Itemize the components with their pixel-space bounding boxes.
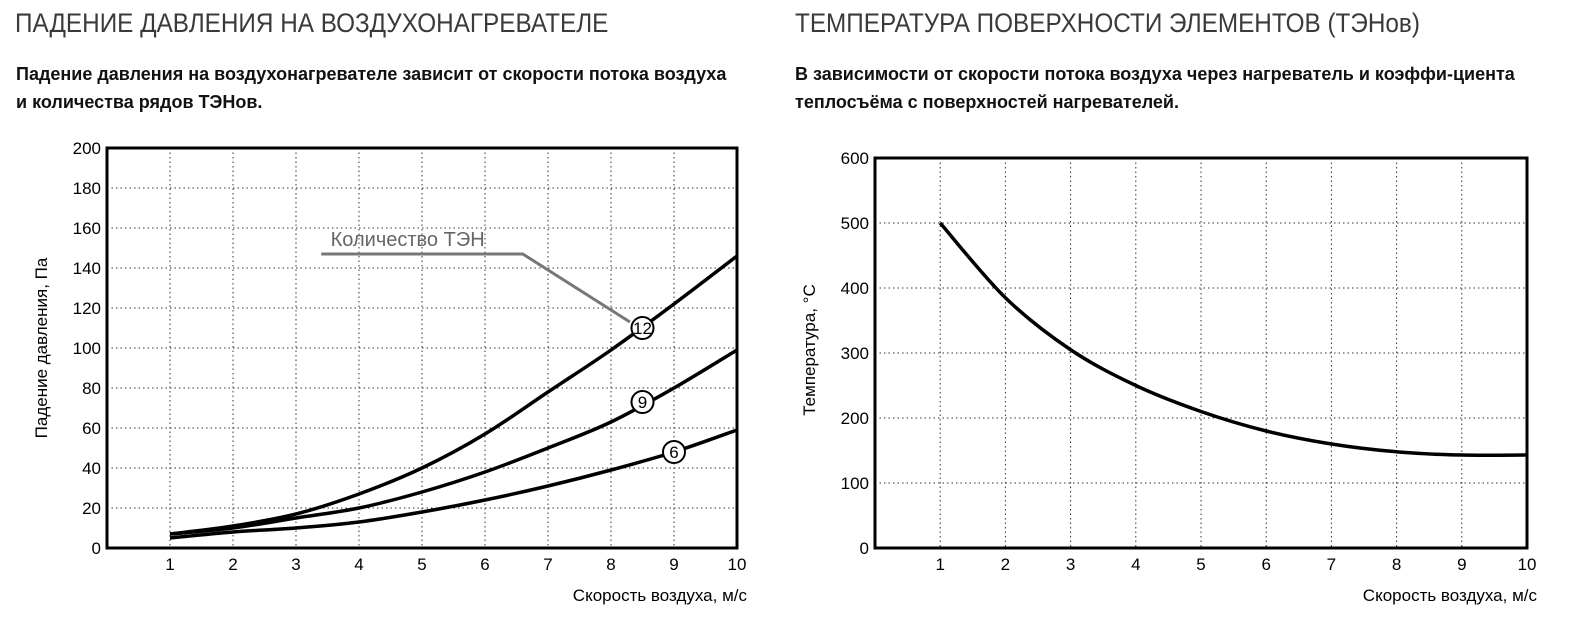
chart-1-xtick-label: 7 (1327, 555, 1336, 574)
chart-1-xtick-label: 3 (1066, 555, 1075, 574)
chart-1-y-axis-label: Температура, °С (800, 284, 819, 415)
chart-0-ytick-label: 0 (92, 539, 101, 558)
chart-0-ytick-label: 120 (73, 299, 101, 318)
right-subtitle: В зависимости от скорости потока воздуха… (795, 64, 1515, 112)
chart-0-series-line-6 (169, 428, 738, 540)
chart-1-ytick-label: 0 (860, 539, 869, 558)
chart-0-xtick-label: 1 (165, 555, 174, 574)
chart-0-x-axis-label: Скорость воздуха, м/с (573, 586, 748, 605)
chart-0-y-axis-label: Падение давления, Па (32, 257, 51, 438)
chart-0-series-label: 6 (669, 443, 678, 462)
chart-1-ytick-label: 100 (841, 474, 869, 493)
chart-0-xtick-label: 8 (606, 555, 615, 574)
chart-0-ytick-label: 20 (82, 499, 101, 518)
chart-0-series-label-circle (662, 440, 686, 464)
chart-0-frame (105, 146, 739, 550)
chart-0-ytick-label: 200 (73, 139, 101, 158)
chart-0-ytick-label: 80 (82, 379, 101, 398)
chart-1-xtick-label: 6 (1261, 555, 1270, 574)
chart-1-xtick-label: 2 (1001, 555, 1010, 574)
chart-0-ytick-label: 140 (73, 259, 101, 278)
chart-1-xtick-label: 9 (1457, 555, 1466, 574)
chart-0-ytick-label: 160 (73, 219, 101, 238)
left-subtitle: Падение давления на воздухонагревателе з… (16, 64, 727, 112)
chart-0-xtick-label: 2 (228, 555, 237, 574)
chart-0-xtick-label: 5 (417, 555, 426, 574)
chart-1-ytick-label: 600 (841, 149, 869, 168)
chart-0-xtick-label: 4 (354, 555, 363, 574)
chart-0-xtick-label: 9 (669, 555, 678, 574)
chart-1-xtick-label: 8 (1392, 555, 1401, 574)
chart-0-xtick-label: 3 (291, 555, 300, 574)
left-title: ПАДЕНИЕ ДАВЛЕНИЯ НА ВОЗДУХОНАГРЕВАТЕЛЕ (15, 8, 609, 38)
chart-1-series-line-Температура (938, 221, 1528, 458)
chart-0-xtick-label: 7 (543, 555, 552, 574)
chart-0-series-label-circle (630, 316, 655, 340)
chart-1-ytick-label: 500 (841, 214, 869, 233)
chart-1-frame (873, 156, 1529, 550)
chart-1-ytick-label: 200 (841, 409, 869, 428)
chart-0-xtick-label: 6 (480, 555, 489, 574)
chart-0-ytick-label: 40 (82, 459, 101, 478)
chart-0-ytick-label: 60 (82, 419, 101, 438)
chart-1-xtick-label: 1 (935, 555, 944, 574)
chart-0-series-label: 12 (633, 319, 652, 338)
chart-0-xtick-label: 10 (728, 555, 747, 574)
chart-0-series-label-circle (630, 390, 655, 414)
chart-0-ytick-label: 180 (73, 179, 101, 198)
chart-0-annotation-text: Количество ТЭН (331, 229, 485, 251)
chart-1-xtick-label: 4 (1131, 555, 1140, 574)
chart-1-xtick-label: 10 (1518, 555, 1537, 574)
chart-0-annotation-leader (321, 252, 631, 324)
right-title: ТЕМПЕРАТУРА ПОВЕРХНОСТИ ЭЛЕМЕНТОВ (ТЭНов… (795, 8, 1420, 38)
chart-0-series-label: 9 (638, 393, 647, 412)
chart-1-ytick-label: 300 (841, 344, 869, 363)
chart-1-xtick-label: 5 (1196, 555, 1205, 574)
chart-1-x-axis-label: Скорость воздуха, м/с (1363, 586, 1538, 605)
chart-1-ytick-label: 400 (841, 279, 869, 298)
chart-0-ytick-label: 100 (73, 339, 101, 358)
